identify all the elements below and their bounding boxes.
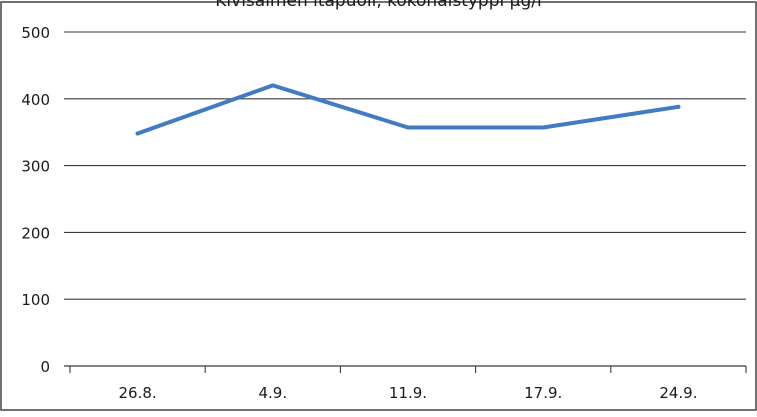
chart-title: Kivisalmen itäpuoli, kokonaistyppi µg/l	[215, 0, 542, 11]
y-tick-label: 300	[21, 158, 50, 176]
x-tick-label: 24.9.	[659, 384, 697, 402]
y-tick-label: 400	[21, 91, 50, 109]
y-tick-label: 100	[21, 291, 50, 309]
x-tick-label: 17.9.	[524, 384, 562, 402]
data-point	[676, 104, 681, 109]
x-tick-label: 11.9.	[389, 384, 427, 402]
y-tick-label: 0	[40, 358, 50, 376]
y-tick-label: 500	[21, 24, 50, 42]
data-point	[541, 125, 546, 130]
data-point	[270, 83, 275, 88]
y-tick-label: 200	[21, 224, 50, 242]
data-point	[135, 131, 140, 136]
x-tick-label: 26.8.	[119, 384, 157, 402]
x-tick-label: 4.9.	[258, 384, 287, 402]
data-point	[406, 125, 410, 130]
